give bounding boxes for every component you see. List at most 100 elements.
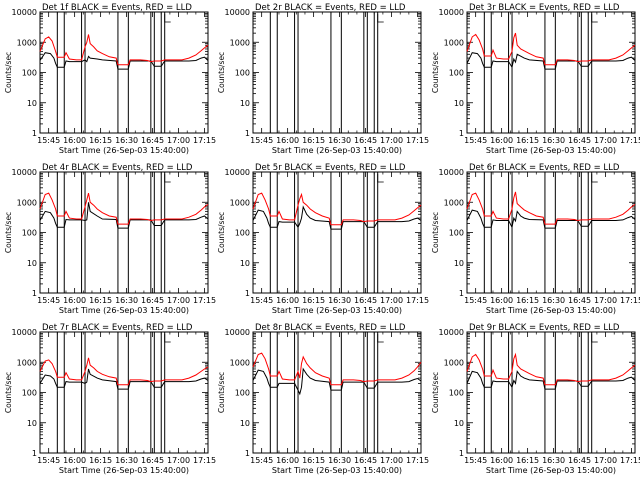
x-tick-label: 16:30 bbox=[328, 136, 351, 145]
series-line-lld bbox=[39, 192, 209, 225]
gap-marker bbox=[164, 14, 171, 23]
x-tick-label: 17:00 bbox=[167, 456, 190, 465]
y-tick-label: 100 bbox=[22, 69, 37, 78]
y-tick-label: 10 bbox=[27, 99, 37, 108]
x-tick-label: 16:45 bbox=[354, 136, 377, 145]
series-line-events bbox=[252, 367, 422, 396]
y-tick-label: 1000 bbox=[444, 38, 464, 47]
x-tick-label: 15:45 bbox=[37, 456, 60, 465]
x-axis-label: Start Time (26-Sep-03 15:40:00) bbox=[486, 306, 616, 315]
x-tick-label: 16:00 bbox=[490, 136, 513, 145]
y-tick-label: 1000 bbox=[17, 38, 37, 47]
x-tick-label: 16:30 bbox=[328, 296, 351, 305]
y-tick-label: 10 bbox=[240, 99, 250, 108]
gap-marker bbox=[377, 14, 384, 23]
y-tick-label: 10000 bbox=[12, 328, 37, 337]
chart-panel-2: Det 2r BLACK = Events, RED = LLD 1 10 100 10… bbox=[217, 3, 429, 155]
chart-panel-8: Det 8r BLACK = Events, RED = LLD 1 10 100 10… bbox=[217, 323, 429, 475]
x-tick-label: 15:45 bbox=[464, 136, 487, 145]
series-line-events bbox=[466, 52, 636, 70]
x-tick-label: 16:15 bbox=[302, 136, 325, 145]
y-tick-label: 1 bbox=[459, 289, 464, 298]
y-tick-label: 100 bbox=[235, 229, 250, 238]
y-axis-label: Counts/sec bbox=[4, 52, 13, 93]
x-tick-label: 17:00 bbox=[380, 136, 403, 145]
x-tick-label: 16:15 bbox=[89, 296, 112, 305]
x-tick-label: 16:15 bbox=[89, 456, 112, 465]
x-tick-label: 16:45 bbox=[568, 296, 591, 305]
y-tick-label: 1 bbox=[245, 449, 250, 458]
x-tick-label: 16:15 bbox=[516, 456, 539, 465]
chart-title: Det 9r BLACK = Events, RED = LLD bbox=[469, 323, 620, 333]
x-axis-label: Start Time (26-Sep-03 15:40:00) bbox=[486, 146, 616, 155]
y-axis-label: Counts/sec bbox=[431, 52, 440, 93]
y-tick-label: 1000 bbox=[444, 358, 464, 367]
y-tick-label: 10 bbox=[240, 419, 250, 428]
x-tick-label: 17:00 bbox=[594, 296, 617, 305]
x-tick-label: 15:45 bbox=[37, 296, 60, 305]
y-axis-label: Counts/sec bbox=[217, 52, 226, 93]
series-line-events bbox=[466, 209, 636, 229]
chart-title: Det 2r BLACK = Events, RED = LLD bbox=[255, 3, 406, 13]
chart-panel-7: Det 7r BLACK = Events, RED = LLD 1 10 100 10… bbox=[4, 323, 216, 475]
y-tick-label: 10 bbox=[27, 419, 37, 428]
x-tick-label: 16:30 bbox=[115, 456, 138, 465]
x-tick-label: 17:15 bbox=[193, 296, 216, 305]
y-tick-label: 100 bbox=[235, 69, 250, 78]
x-axis-label: Start Time (26-Sep-03 15:40:00) bbox=[272, 466, 402, 475]
gap-marker bbox=[591, 174, 598, 183]
chart-panel-9: Det 9r BLACK = Events, RED = LLD 1 10 100 10… bbox=[431, 323, 640, 475]
x-tick-label: 15:45 bbox=[464, 456, 487, 465]
gap-marker bbox=[164, 334, 171, 343]
y-tick-label: 1000 bbox=[444, 198, 464, 207]
y-tick-label: 1 bbox=[459, 449, 464, 458]
y-axis-label: Counts/sec bbox=[431, 212, 440, 253]
x-tick-label: 16:15 bbox=[89, 136, 112, 145]
x-tick-label: 16:45 bbox=[141, 136, 164, 145]
chart-title: Det 3r BLACK = Events, RED = LLD bbox=[469, 3, 620, 13]
x-tick-label: 16:15 bbox=[516, 296, 539, 305]
x-tick-label: 16:00 bbox=[63, 456, 86, 465]
x-tick-label: 16:45 bbox=[354, 456, 377, 465]
y-tick-label: 1 bbox=[32, 129, 37, 138]
y-tick-label: 100 bbox=[22, 229, 37, 238]
y-tick-label: 1000 bbox=[230, 38, 250, 47]
y-tick-label: 100 bbox=[449, 389, 464, 398]
y-axis-label: Counts/sec bbox=[4, 212, 13, 253]
x-tick-label: 16:30 bbox=[115, 296, 138, 305]
x-tick-label: 16:15 bbox=[516, 136, 539, 145]
y-tick-label: 1000 bbox=[230, 358, 250, 367]
series-line-lld bbox=[466, 191, 636, 225]
x-tick-label: 16:00 bbox=[276, 136, 299, 145]
x-tick-label: 17:00 bbox=[167, 296, 190, 305]
chart-title: Det 5r BLACK = Events, RED = LLD bbox=[255, 163, 406, 173]
y-tick-label: 1 bbox=[245, 289, 250, 298]
gap-marker bbox=[377, 174, 384, 183]
gap-marker bbox=[377, 334, 384, 343]
x-tick-label: 17:15 bbox=[620, 296, 640, 305]
chart-panel-4: Det 4r BLACK = Events, RED = LLD 1 10 100 10… bbox=[4, 163, 216, 315]
y-tick-label: 10000 bbox=[439, 328, 464, 337]
gap-marker bbox=[591, 334, 598, 343]
x-tick-label: 16:15 bbox=[302, 456, 325, 465]
x-axis-label: Start Time (26-Sep-03 15:40:00) bbox=[272, 146, 402, 155]
x-tick-label: 17:00 bbox=[594, 456, 617, 465]
x-tick-label: 16:00 bbox=[63, 136, 86, 145]
chart-title: Det 7r BLACK = Events, RED = LLD bbox=[42, 323, 193, 333]
chart-panel-5: Det 5r BLACK = Events, RED = LLD 1 10 100 10… bbox=[217, 163, 429, 315]
x-tick-label: 16:30 bbox=[542, 136, 565, 145]
y-tick-label: 10 bbox=[240, 259, 250, 268]
chart-title: Det 6r BLACK = Events, RED = LLD bbox=[469, 163, 620, 173]
y-tick-label: 100 bbox=[22, 389, 37, 398]
series-line-events bbox=[466, 370, 636, 390]
x-axis-label: Start Time (26-Sep-03 15:40:00) bbox=[272, 306, 402, 315]
x-tick-label: 17:15 bbox=[406, 456, 429, 465]
series-line-events bbox=[39, 52, 209, 70]
series-line-lld bbox=[252, 192, 422, 226]
chart-panel-1: Det 1f BLACK = Events, RED = LLD 1 10 100 10… bbox=[4, 3, 216, 155]
x-tick-label: 16:30 bbox=[115, 136, 138, 145]
chart-title: Det 8r BLACK = Events, RED = LLD bbox=[255, 323, 406, 333]
y-tick-label: 1 bbox=[32, 289, 37, 298]
chart-title: Det 1f BLACK = Events, RED = LLD bbox=[42, 3, 192, 13]
x-tick-label: 15:45 bbox=[250, 136, 273, 145]
